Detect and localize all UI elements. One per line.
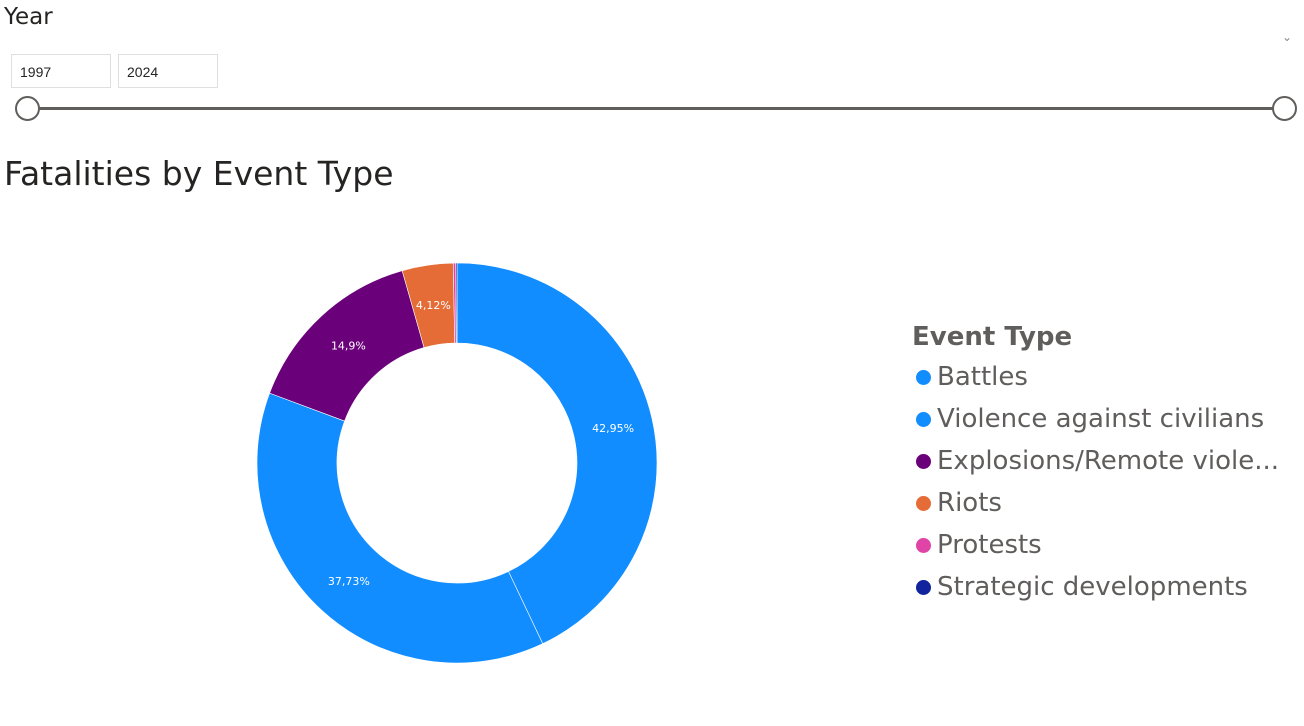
slider-start-handle[interactable] [15, 96, 40, 121]
end-year-input[interactable]: 2024 [118, 54, 218, 88]
legend-label: Protests [937, 530, 1042, 560]
legend-item[interactable]: Battles [912, 356, 1302, 398]
legend-item[interactable]: Strategic developments [912, 566, 1302, 608]
slider-track[interactable] [27, 107, 1285, 110]
data-label: 37,73% [328, 575, 370, 588]
legend-marker [916, 537, 931, 553]
slicer-title: Year [4, 4, 53, 30]
legend-item[interactable]: Explosions/Remote viole... [912, 440, 1302, 482]
legend-title: Event Type [912, 322, 1073, 352]
legend-item[interactable]: Protests [912, 524, 1302, 566]
legend-marker [916, 369, 931, 385]
legend-marker [916, 453, 931, 469]
legend-marker [916, 579, 931, 595]
legend: Event Type Battles Violence against civil… [912, 322, 1302, 608]
legend-label: Riots [937, 488, 1002, 518]
data-label: 4,12% [416, 299, 451, 312]
data-label: 14,9% [331, 339, 366, 352]
legend-marker [916, 495, 931, 511]
legend-label: Strategic developments [937, 572, 1248, 602]
legend-marker [916, 411, 931, 427]
legend-label: Battles [937, 362, 1028, 392]
slider-end-handle[interactable] [1272, 96, 1297, 121]
legend-label: Explosions/Remote viole... [937, 446, 1280, 476]
chart-title: Fatalities by Event Type [4, 154, 394, 193]
donut-slice-battles[interactable] [456, 262, 658, 645]
donut-slice-strategic-developments[interactable] [455, 262, 458, 344]
legend-item[interactable]: Riots [912, 482, 1302, 524]
donut-slice-violence-against-civilians[interactable] [256, 392, 544, 664]
chevron-down-icon[interactable]: ⌄ [1281, 30, 1293, 44]
start-year-input[interactable]: 1997 [11, 54, 111, 88]
legend-label: Violence against civilians [937, 404, 1265, 434]
data-label: 42,95% [592, 422, 634, 435]
legend-item[interactable]: Violence against civilians [912, 398, 1302, 440]
